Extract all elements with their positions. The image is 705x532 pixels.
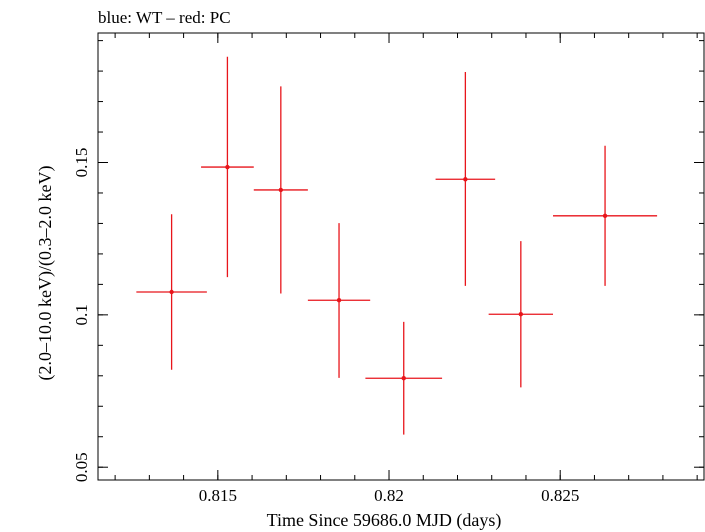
y-axis-label: (2.0–10.0 keV)/(0.3–2.0 keV) — [35, 166, 56, 381]
x-tick-label: 0.815 — [199, 486, 237, 505]
x-tick-label: 0.82 — [374, 486, 404, 505]
x-axis-label: Time Since 59686.0 MJD (days) — [267, 510, 502, 531]
data-marker — [336, 298, 342, 303]
data-point — [365, 321, 443, 435]
data-point — [307, 223, 371, 378]
data-marker — [518, 312, 524, 317]
y-tick-label: 0.05 — [72, 452, 91, 482]
data-point — [435, 72, 496, 286]
y-tick-label: 0.1 — [72, 304, 91, 325]
y-axis: 0.05 0.1 0.15 — [72, 40, 704, 482]
data-point — [253, 86, 308, 294]
data-marker — [169, 289, 174, 295]
data-marker — [602, 213, 608, 219]
x-axis: 0.815 0.82 0.825 — [114, 33, 698, 505]
data-marker — [401, 376, 406, 381]
data-marker — [463, 177, 468, 182]
data-point — [488, 241, 554, 388]
data-point — [201, 56, 254, 278]
y-tick-label: 0.15 — [72, 148, 91, 178]
chart-title: blue: WT – red: PC — [98, 8, 231, 27]
data-series — [136, 56, 658, 435]
plot-frame — [97, 32, 705, 481]
data-point — [553, 145, 658, 286]
data-marker — [225, 164, 230, 170]
data-point — [136, 214, 207, 370]
data-marker — [278, 187, 284, 193]
x-tick-label: 0.825 — [541, 486, 579, 505]
